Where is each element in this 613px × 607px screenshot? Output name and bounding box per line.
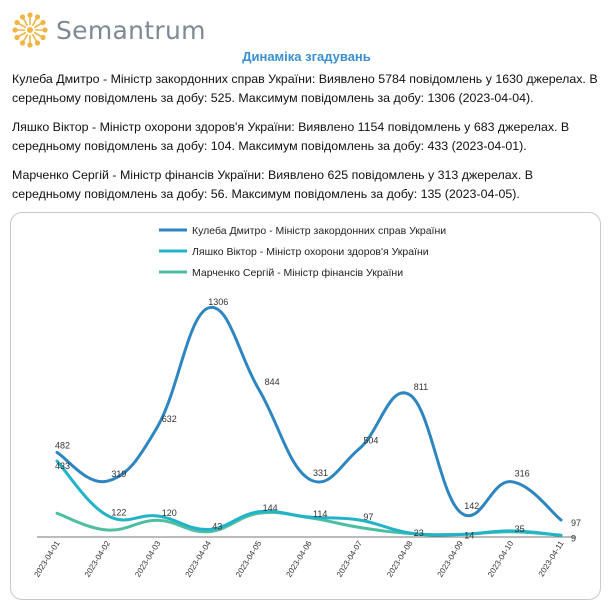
x-tick-label: 2023-04-05 [234,539,264,579]
summary-paragraph-3: Марченко Сергій - Міністр фінансів Украї… [12,168,534,201]
series-line-1 [55,305,563,522]
data-label: 331 [313,468,328,478]
brand-name: Semantrum [56,15,206,45]
series-line-2 [55,459,563,537]
data-label: 23 [414,528,424,538]
data-label: 14 [464,531,474,541]
data-label: 1306 [208,297,228,307]
data-label: 97 [571,518,581,528]
data-label: 482 [55,440,70,450]
data-label: 114 [313,509,327,519]
data-label: 142 [464,501,479,511]
x-tick-label: 2023-04-04 [184,539,214,579]
x-tick-label: 2023-04-06 [284,539,314,579]
x-tick-label: 2023-04-08 [385,539,415,579]
data-label: 632 [162,414,177,424]
legend-label-2: Ляшко Віктор - Міністр охорони здоров'я … [192,246,429,258]
brand-logo: Semantrum [12,12,206,48]
chart-container: Кулеба Дмитро - Міністр закордонних спра… [10,212,601,600]
data-label: 43 [212,521,222,531]
data-label: 35 [515,524,525,534]
data-label: 319 [111,469,126,479]
legend-label-3: Марченко Сергій - Міністр фінансів Украї… [192,267,403,279]
sun-burst-logo-icon [12,12,48,48]
x-tick-label: 2023-04-09 [436,539,466,579]
x-tick-label: 2023-04-11 [537,539,566,578]
data-label: 144 [263,503,278,513]
data-label: 811 [414,382,428,392]
x-tick-label: 2023-04-07 [335,539,365,579]
x-tick-label: 2023-04-01 [32,539,62,579]
data-label: 97 [363,512,373,522]
data-label: 122 [111,508,126,518]
data-label: 120 [162,508,177,518]
x-tick-label: 2023-04-02 [83,539,113,579]
data-label: 504 [363,436,378,446]
data-label: 844 [265,377,280,387]
summary-paragraph-2: Ляшко Віктор - Міністр охорони здоров'я … [12,120,570,153]
mentions-line-chart: Кулеба Дмитро - Міністр закордонних спра… [32,225,581,579]
data-label: 316 [515,469,530,479]
x-tick-label: 2023-04-10 [486,539,516,579]
data-label: 9 [571,533,576,543]
summary-paragraph-1: Кулеба Дмитро - Міністр закордонних спра… [12,72,598,105]
legend-label-1: Кулеба Дмитро - Міністр закордонних спра… [192,225,446,237]
x-tick-label: 2023-04-03 [133,539,163,579]
page-title: Динаміка згадувань [242,49,371,64]
data-label: 433 [55,461,70,471]
